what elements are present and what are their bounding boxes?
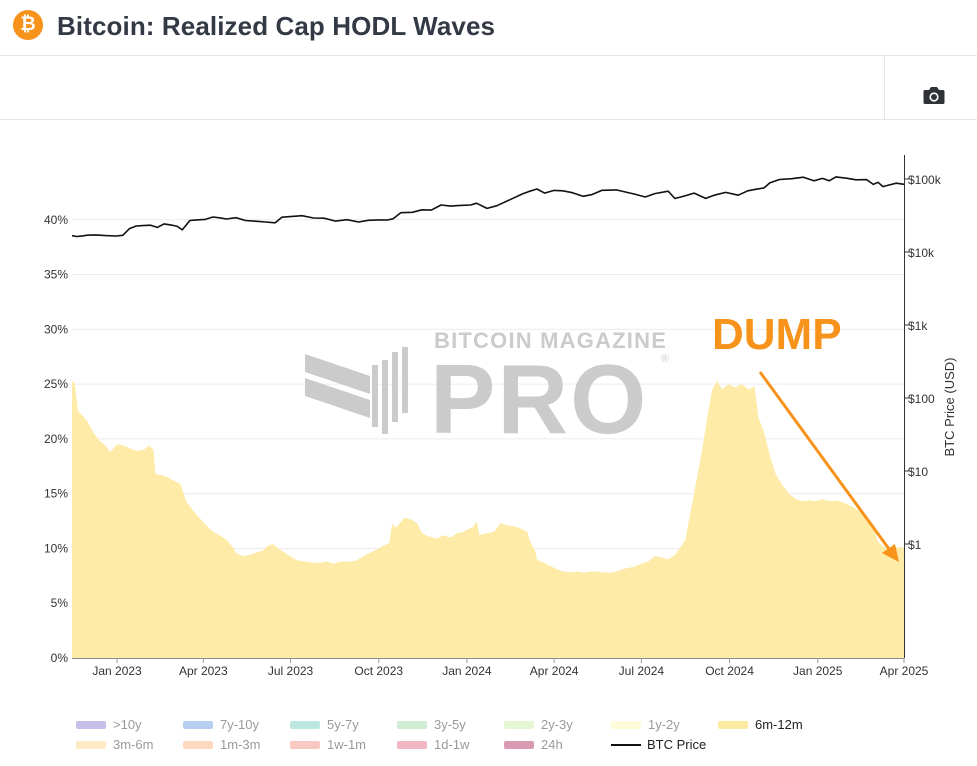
legend-swatch	[290, 720, 320, 729]
legend-item-2y-3y[interactable]: 2y-3y	[504, 716, 573, 734]
x-tick-label: Jul 2024	[619, 664, 665, 678]
bitcoin-logo-icon: ₿	[13, 10, 43, 40]
toolbar-divider	[884, 56, 885, 119]
legend-swatch	[183, 740, 213, 749]
x-tick-label: Apr 2024	[530, 664, 579, 678]
price-series	[71, 176, 905, 238]
legend-swatch	[611, 743, 641, 746]
legend-swatch	[504, 740, 534, 749]
legend-label: 7y-10y	[220, 717, 260, 732]
legend-swatch	[611, 720, 641, 729]
right-tick-label: $1	[908, 538, 922, 552]
legend-swatch	[183, 720, 213, 729]
x-tick-label: Oct 2023	[354, 664, 403, 678]
legend-label: 24h	[541, 737, 563, 752]
legend-row: >10y 7y-10y 5y-7y 3y-5y 2y-3y 1y-2y 6m-12m	[76, 716, 956, 736]
dump-arrow-line	[758, 371, 891, 550]
right-axis-title: BTC Price (USD)	[942, 358, 957, 457]
legend-item-btc-price[interactable]: BTC Price	[611, 736, 706, 754]
legend-label: 1y-2y	[648, 717, 680, 732]
watermark-line1: BITCOIN MAGAZINE	[434, 328, 667, 353]
left-tick-label: 5%	[51, 596, 69, 610]
right-tick-label: $10	[908, 465, 928, 479]
chart-toolbar	[0, 56, 977, 120]
legend-swatch	[718, 720, 748, 729]
x-tick-label: Oct 2024	[705, 664, 754, 678]
legend-label: 3y-5y	[434, 717, 466, 732]
dump-annotation: DUMP	[712, 310, 899, 562]
legend-label: 1w-1m	[327, 737, 367, 752]
dump-label: DUMP	[712, 310, 842, 359]
legend-label: 3m-6m	[113, 737, 154, 752]
legend-swatch	[504, 720, 534, 729]
right-tick-label: $100k	[908, 173, 942, 187]
legend-item-1y-2y[interactable]: 1y-2y	[611, 716, 680, 734]
right-tick-label: $1k	[908, 319, 928, 333]
x-axis: Jan 2023 Apr 2023 Jul 2023 Oct 2023 Jan 2024…	[92, 658, 929, 678]
screenshot-button[interactable]	[922, 85, 946, 107]
legend-swatch	[76, 720, 106, 729]
legend-item-6m-12m[interactable]: 6m-12m	[718, 716, 803, 734]
x-tick-label: Jan 2024	[442, 664, 492, 678]
legend-item-1w-1m[interactable]: 1w-1m	[290, 736, 366, 754]
right-tick-label: $100	[908, 392, 935, 406]
x-tick-label: Apr 2023	[179, 664, 228, 678]
left-tick-label: 35%	[44, 268, 68, 282]
legend-swatch	[76, 740, 106, 749]
left-tick-label: 40%	[44, 213, 68, 227]
legend-item-3y-5y[interactable]: 3y-5y	[397, 716, 466, 734]
legend-label: 6m-12m	[755, 717, 803, 732]
left-tick-label: 30%	[44, 322, 68, 336]
legend-label: 1m-3m	[220, 737, 261, 752]
legend-label: 5y-7y	[327, 717, 359, 732]
watermark-logo-mark	[305, 347, 408, 434]
legend-swatch	[397, 720, 427, 729]
x-tick-label: Jan 2023	[92, 664, 142, 678]
right-tick-label: $10k	[908, 246, 935, 260]
legend-item-10y[interactable]: >10y	[76, 716, 142, 734]
area-series	[72, 380, 904, 658]
watermark-registered: ®	[661, 353, 669, 365]
watermark: BITCOIN MAGAZINE PRO ®	[305, 328, 669, 454]
legend-item-5y-7y[interactable]: 5y-7y	[290, 716, 359, 734]
legend-label: >10y	[113, 717, 142, 732]
legend-item-1d-1w[interactable]: 1d-1w	[397, 736, 469, 754]
left-tick-label: 15%	[44, 487, 68, 501]
camera-icon	[923, 87, 945, 104]
left-tick-label: 25%	[44, 377, 68, 391]
gridlines	[72, 219, 904, 604]
legend-item-7y-10y[interactable]: 7y-10y	[183, 716, 259, 734]
x-tick-label: Apr 2025	[880, 664, 929, 678]
legend-item-24h[interactable]: 24h	[504, 736, 563, 754]
legend-label: BTC Price	[647, 737, 707, 752]
dump-arrow-head	[882, 544, 899, 562]
left-tick-label: 20%	[44, 432, 68, 446]
left-axis: 0% 5% 10% 15% 20% 25% 30% 35% 40%	[44, 213, 68, 665]
legend-label: 1d-1w	[434, 737, 470, 752]
legend-swatch	[397, 740, 427, 749]
right-axis: $1 $10 $100 $1k $10k $100k	[904, 173, 942, 552]
btc-price-line	[71, 176, 905, 238]
x-tick-label: Jan 2025	[793, 664, 843, 678]
legend-row: 3m-6m 1m-3m 1w-1m 1d-1w 24h BTC Price	[76, 736, 956, 756]
legend-item-1m-3m[interactable]: 1m-3m	[183, 736, 260, 754]
legend-label: 2y-3y	[541, 717, 573, 732]
area-6m-12m	[72, 380, 904, 658]
chart-legend: >10y 7y-10y 5y-7y 3y-5y 2y-3y 1y-2y 6m-12m 3m-…	[76, 716, 956, 756]
legend-item-3m-6m[interactable]: 3m-6m	[76, 736, 153, 754]
left-tick-label: 0%	[51, 651, 69, 665]
left-tick-label: 10%	[44, 541, 68, 555]
legend-swatch	[290, 740, 320, 749]
chart-title: Bitcoin: Realized Cap HODL Waves	[57, 11, 496, 41]
chart-header: ₿ Bitcoin: Realized Cap HODL Waves	[0, 0, 977, 56]
watermark-line2: PRO	[430, 344, 648, 454]
x-tick-label: Jul 2023	[268, 664, 314, 678]
